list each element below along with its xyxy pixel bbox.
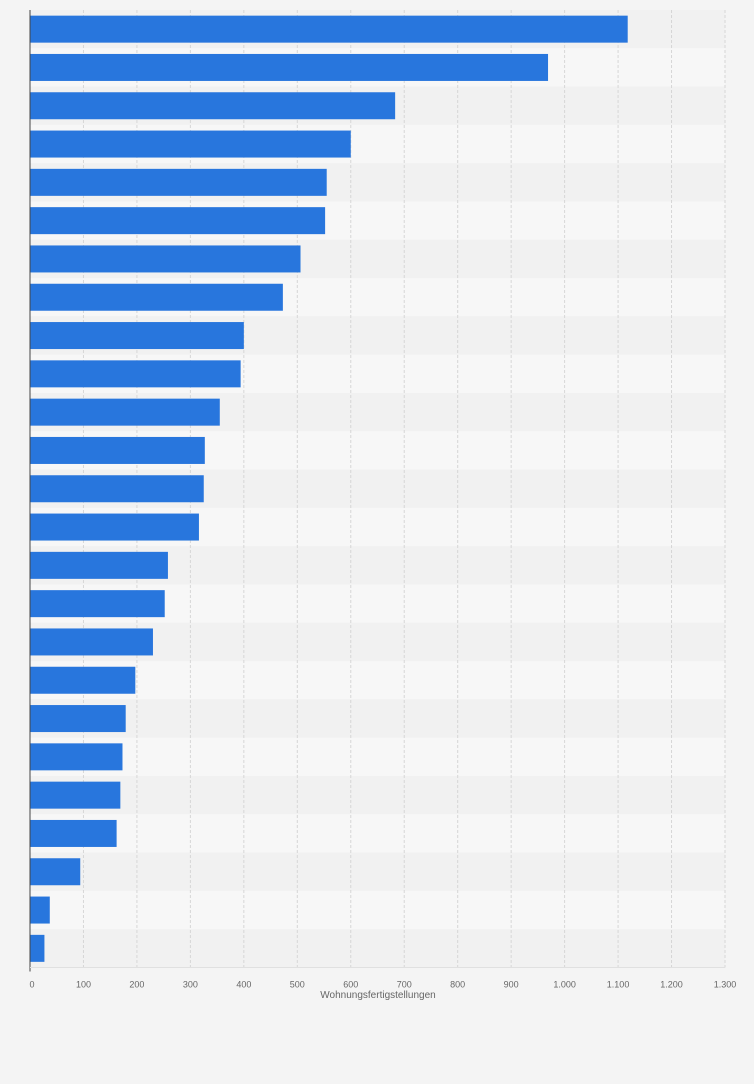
bar[interactable] [30, 207, 326, 235]
row-band [30, 814, 725, 853]
x-tick-label: 500 [290, 980, 305, 990]
bar[interactable] [30, 705, 126, 733]
bar[interactable] [30, 283, 283, 311]
bar[interactable] [30, 743, 123, 771]
bar[interactable] [30, 896, 50, 924]
bar[interactable] [30, 590, 165, 618]
bar[interactable] [30, 322, 244, 350]
bar[interactable] [30, 666, 136, 694]
x-tick-label: 1.100 [607, 980, 630, 990]
row-band [30, 929, 725, 968]
bars [30, 15, 628, 962]
row-band [30, 852, 725, 891]
bar[interactable] [30, 15, 628, 43]
x-tick-label: 400 [236, 980, 251, 990]
bar[interactable] [30, 628, 153, 656]
x-tick-label: 1.000 [553, 980, 576, 990]
x-tick-label: 700 [397, 980, 412, 990]
x-tick-label: 1.300 [714, 980, 737, 990]
bar[interactable] [30, 168, 327, 196]
bar[interactable] [30, 53, 549, 81]
bar[interactable] [30, 475, 204, 503]
axes [29, 10, 725, 972]
bar[interactable] [30, 398, 220, 426]
x-tick-label: 900 [504, 980, 519, 990]
x-tick-label: 0 [29, 980, 34, 990]
row-band [30, 776, 725, 815]
row-band [30, 890, 725, 930]
bar[interactable] [30, 92, 396, 120]
row-band [30, 661, 725, 700]
x-axis-label: Wohnungsfertigstellungen [320, 990, 435, 1001]
x-tick-label: 600 [343, 980, 358, 990]
x-tick-labels: 0 100 200 300 400 500 600 700 800 900 1.000 1.100 1.… [29, 980, 736, 990]
bar[interactable] [30, 819, 117, 847]
x-tick-label: 200 [129, 980, 144, 990]
x-tick-label: 800 [450, 980, 465, 990]
x-tick-label: 100 [76, 980, 91, 990]
bar[interactable] [30, 551, 168, 579]
row-band [30, 737, 725, 776]
bar[interactable] [30, 858, 81, 886]
bar[interactable] [30, 934, 45, 962]
bar[interactable] [30, 130, 351, 158]
row-band [30, 699, 725, 738]
x-tick-label: 300 [183, 980, 198, 990]
bar[interactable] [30, 781, 121, 809]
bar[interactable] [30, 513, 199, 541]
bar[interactable] [30, 436, 205, 464]
x-tick-label: 1.200 [660, 980, 683, 990]
bar[interactable] [30, 360, 241, 388]
bar[interactable] [30, 245, 301, 273]
